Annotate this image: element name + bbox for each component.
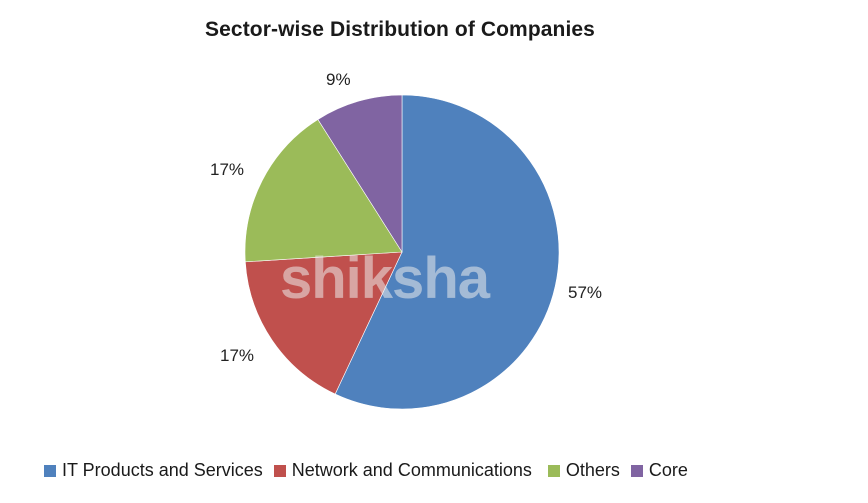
data-label-core: 9% xyxy=(326,70,351,89)
pie-slice-others xyxy=(244,119,403,263)
data-label-others: 17% xyxy=(210,160,245,179)
legend-swatch-it xyxy=(44,464,56,477)
watermark-text: shiksha xyxy=(280,246,490,311)
legend-label-core: Core xyxy=(648,460,688,480)
chart-title: Sector-wise Distribution of Companies xyxy=(205,18,595,41)
pie-slice-core xyxy=(317,94,403,254)
legend-label-network: Network and Communications xyxy=(291,460,532,480)
pie-slices xyxy=(244,94,560,410)
data-label-it: 57% xyxy=(568,283,603,302)
legend-item-it: IT Products and Services xyxy=(44,460,263,481)
legend-item-core: Core xyxy=(630,460,688,481)
legend-swatch-core xyxy=(630,464,643,477)
chart-legend: IT Products and Services Network and Com… xyxy=(44,460,699,481)
legend-item-network: Network and Communications xyxy=(273,460,532,481)
data-label-network: 17% xyxy=(220,346,255,365)
legend-label-it: IT Products and Services xyxy=(62,460,263,480)
legend-item-others: Others xyxy=(547,460,620,481)
legend-label-others: Others xyxy=(565,460,620,480)
pie-slice-network xyxy=(244,251,403,395)
legend-swatch-others xyxy=(547,464,560,477)
legend-swatch-network xyxy=(273,464,286,477)
pie-slice-it xyxy=(334,94,560,410)
